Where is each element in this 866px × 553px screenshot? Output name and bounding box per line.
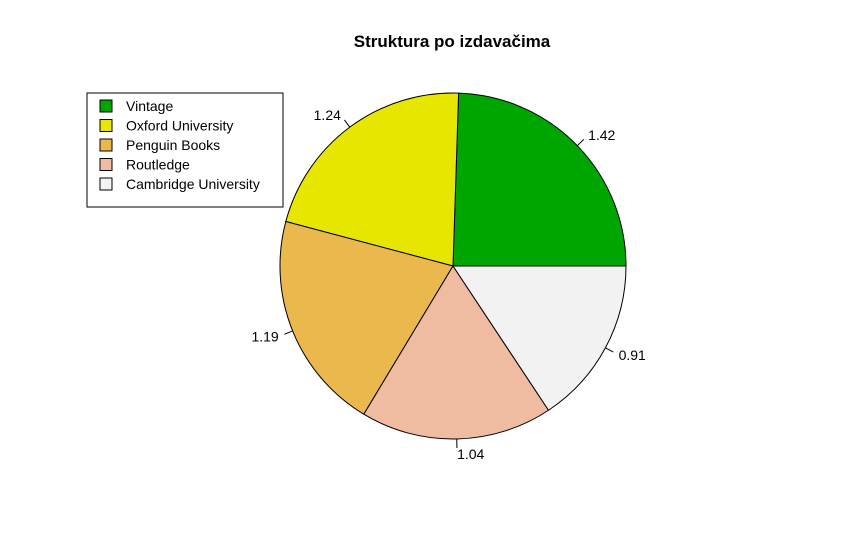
slice-labels: 1.42 1.24 1.19 1.04 0.91 — [251, 107, 646, 462]
pie-slices — [279, 92, 627, 440]
pie-slice-penguin-books — [279, 220, 454, 415]
chart-title: Struktura po izdavačima — [354, 32, 551, 51]
slice-value-label: 1.04 — [457, 446, 484, 462]
legend-label: Oxford University — [126, 118, 233, 134]
slice-label-tick — [605, 347, 614, 353]
legend-swatch — [99, 99, 113, 113]
legend-label: Routledge — [126, 157, 190, 173]
slice-label-tick — [284, 330, 293, 335]
slice-value-label: 1.24 — [314, 107, 341, 123]
legend-box — [86, 92, 284, 208]
pie-slice-vintage — [452, 92, 627, 267]
legend-label: Penguin Books — [126, 137, 220, 153]
slice-label-tick — [344, 119, 351, 128]
pie-slice-cambridge-university — [452, 265, 627, 411]
legend-label: Vintage — [126, 98, 173, 114]
legend-swatch — [99, 119, 113, 132]
legend-swatch — [99, 138, 113, 152]
legend-label: Cambridge University — [126, 176, 260, 192]
slice-label-tick — [576, 139, 585, 147]
legend-swatch — [99, 177, 113, 191]
legend-swatch — [99, 158, 113, 171]
legend: Vintage Oxford University Penguin Books Rou… — [86, 92, 284, 208]
slice-value-label: 1.19 — [251, 329, 278, 345]
slice-value-label: 1.42 — [588, 127, 615, 143]
slice-value-label: 0.91 — [619, 347, 646, 363]
